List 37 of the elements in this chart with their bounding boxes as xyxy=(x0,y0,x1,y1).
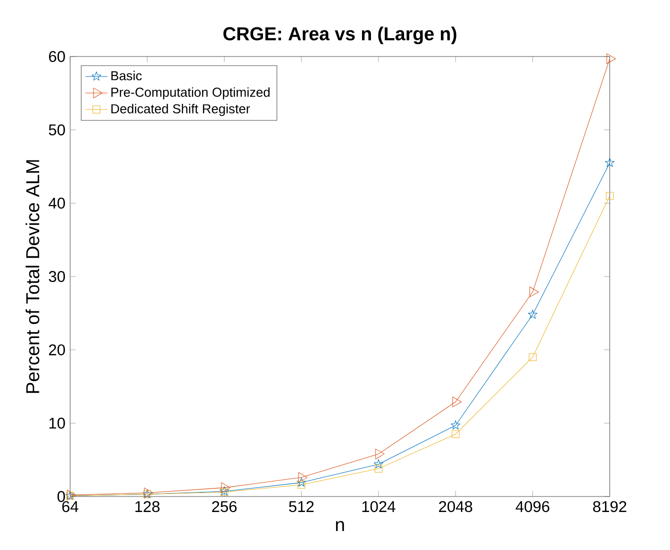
x-tick-label: 2048 xyxy=(439,501,472,512)
x-tick-label: 4096 xyxy=(516,501,550,512)
point xyxy=(452,396,462,408)
y-axis-title: Percent of Total Device ALM xyxy=(26,160,40,393)
y-tick-label: 10 xyxy=(49,418,65,429)
x-tick-label: 256 xyxy=(212,501,237,512)
point xyxy=(298,480,306,489)
point xyxy=(528,353,537,362)
point xyxy=(296,478,306,487)
legend-label: Pre-Computation Optimized xyxy=(111,87,270,100)
y-tick-label: 60 xyxy=(49,51,65,62)
x-tick-label: 8192 xyxy=(593,501,626,512)
x-axis-title: n xyxy=(336,521,344,532)
x-tick-label: 128 xyxy=(135,501,160,512)
legend-label: Dedicated Shift Register xyxy=(111,104,250,116)
y-tick-label: 40 xyxy=(48,198,65,209)
point xyxy=(606,192,614,200)
point xyxy=(450,420,460,430)
point xyxy=(374,459,384,468)
x-tick-label: 1024 xyxy=(362,501,396,512)
point xyxy=(375,448,385,460)
legend-label: Basic xyxy=(111,70,142,80)
point xyxy=(528,310,538,319)
chart-title: CRGE: Area vs n (Large n) xyxy=(223,26,456,44)
x-tick-label: 64 xyxy=(62,501,78,512)
point xyxy=(606,53,616,64)
y-tick-label: 0 xyxy=(58,490,65,502)
x-tick-label: 512 xyxy=(289,501,314,512)
point xyxy=(374,464,382,473)
point xyxy=(298,472,308,483)
point xyxy=(530,286,539,298)
point xyxy=(221,482,230,493)
y-tick-label: 30 xyxy=(48,271,65,282)
point xyxy=(605,158,615,167)
point xyxy=(452,430,460,438)
y-tick-label: 20 xyxy=(49,344,65,356)
y-tick-label: 50 xyxy=(48,124,65,136)
